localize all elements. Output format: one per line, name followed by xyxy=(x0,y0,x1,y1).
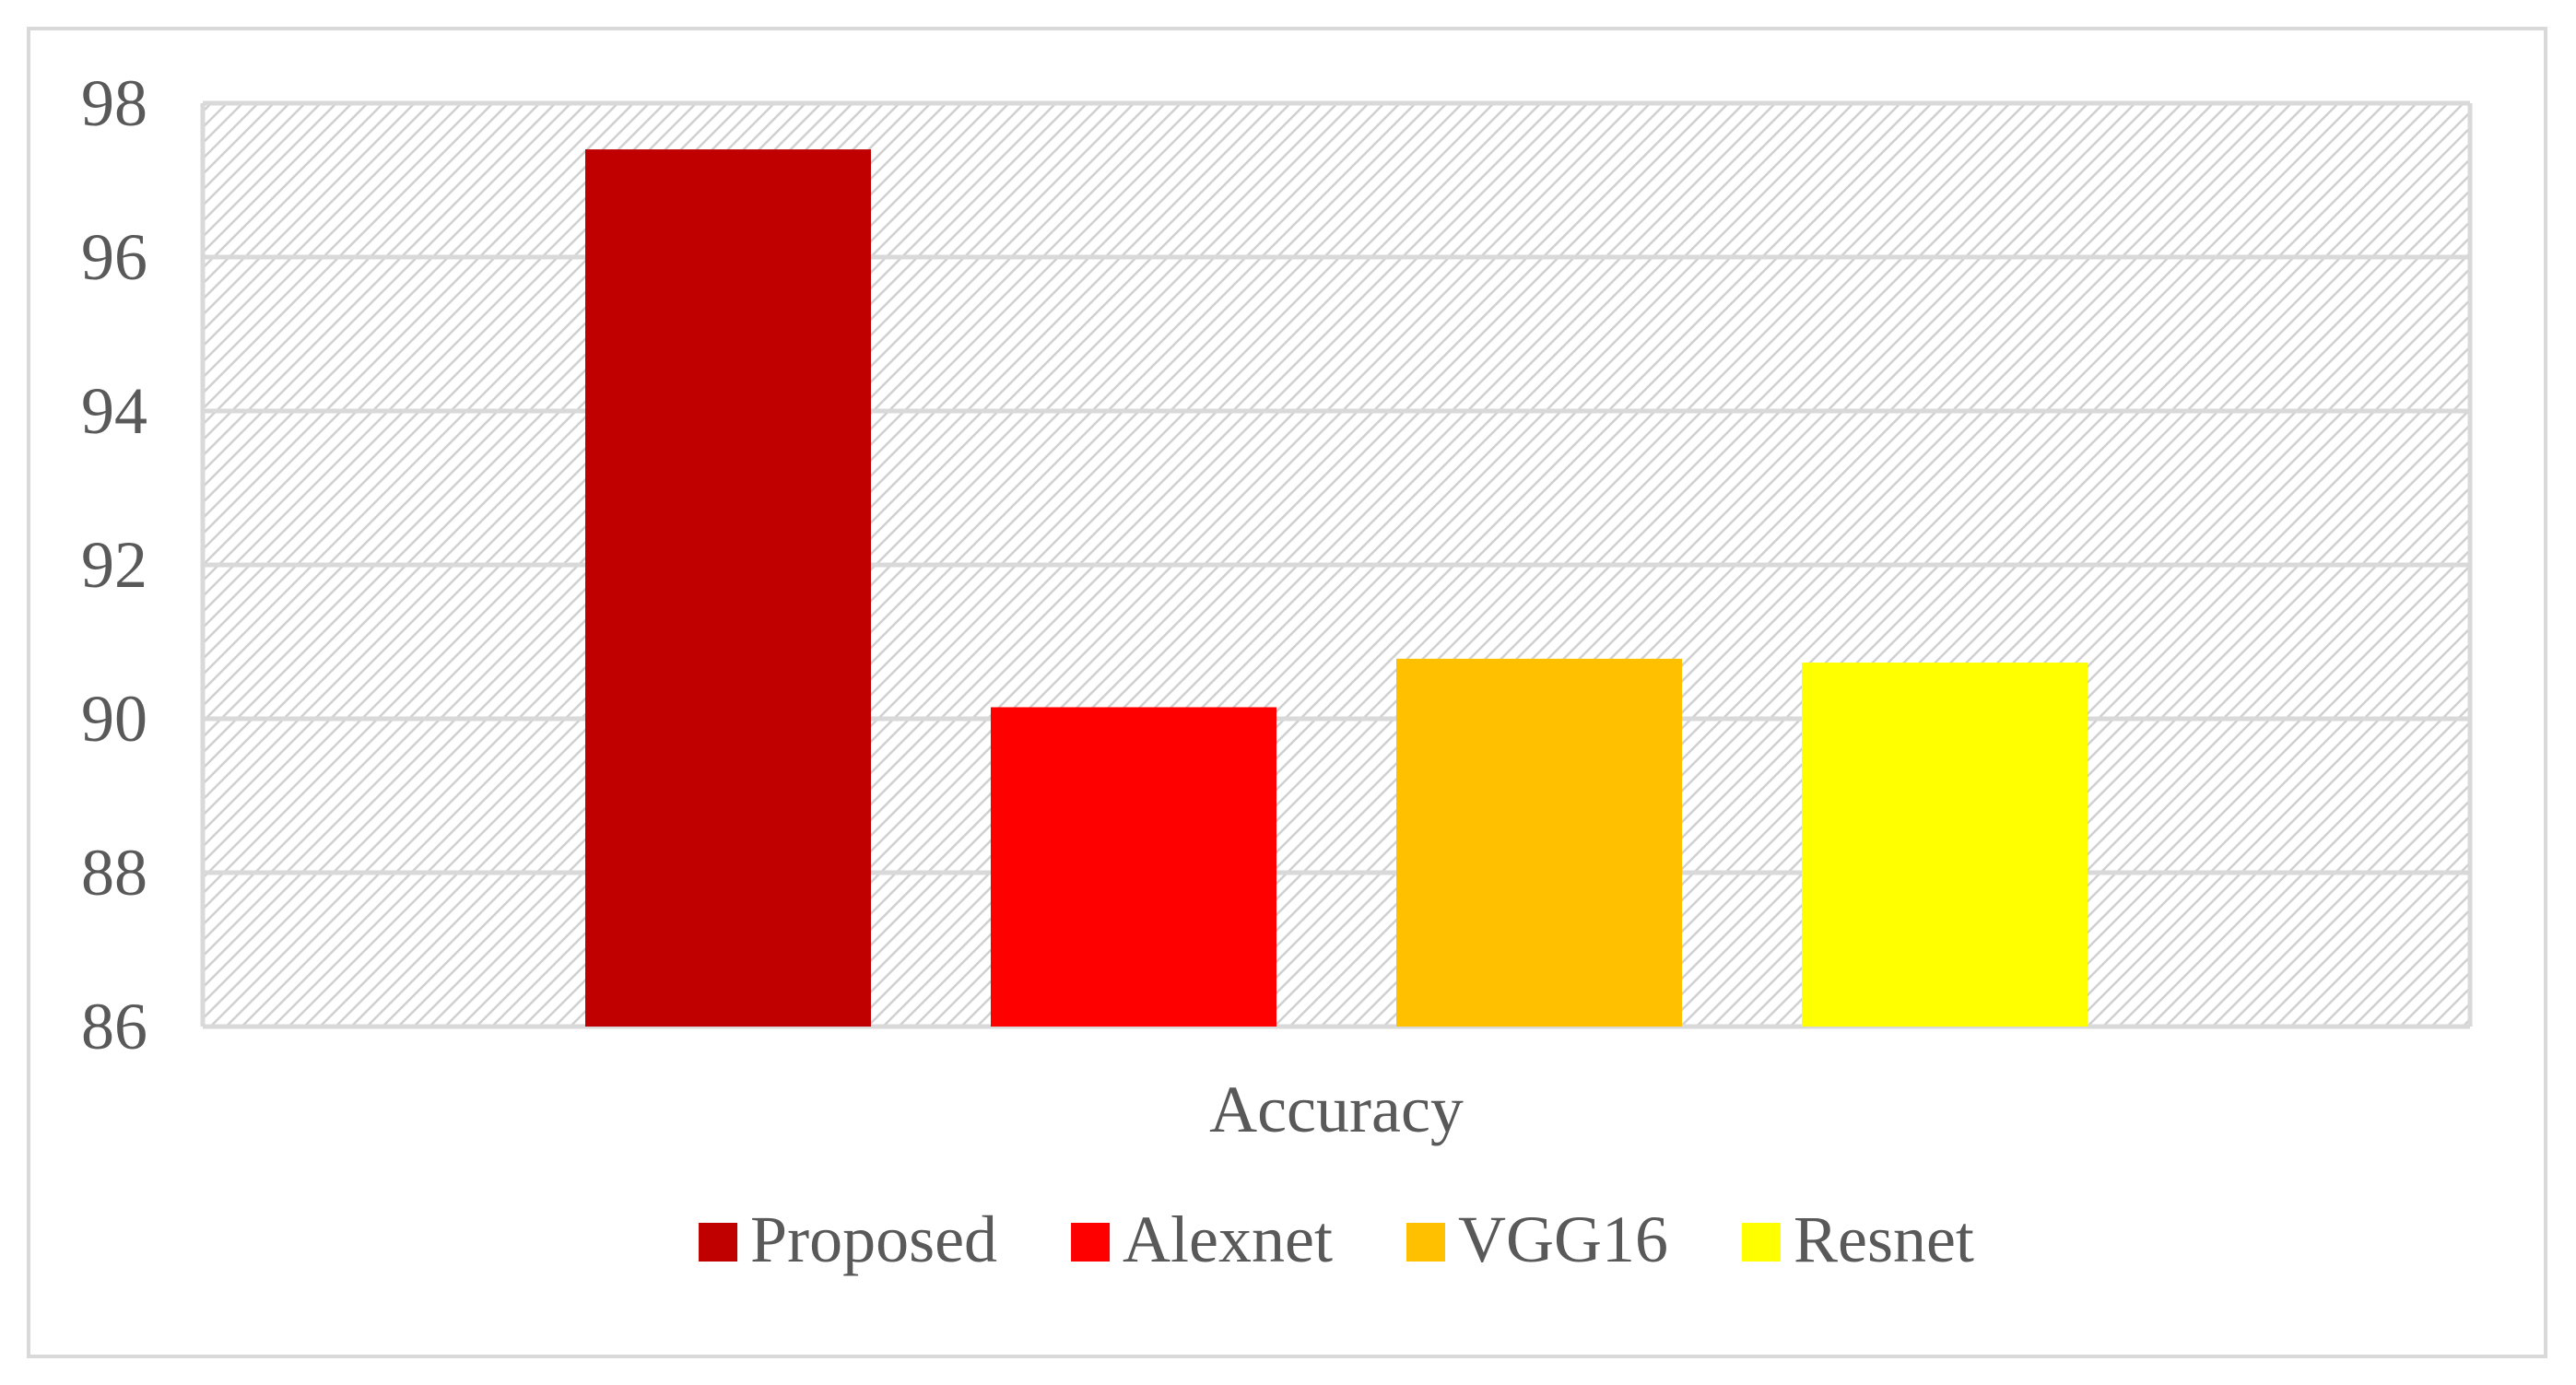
bar-alexnet xyxy=(991,707,1276,1027)
x-axis: Accuracy xyxy=(1209,1073,1464,1146)
y-tick-label: 86 xyxy=(81,990,147,1063)
legend-label: Resnet xyxy=(1794,1203,1974,1276)
bars xyxy=(585,149,2088,1027)
legend-swatch xyxy=(1741,1223,1781,1262)
legend-item-proposed: Proposed xyxy=(699,1203,997,1276)
y-tick-label: 92 xyxy=(81,528,147,602)
x-category-label: Accuracy xyxy=(1209,1073,1464,1146)
y-tick-label: 88 xyxy=(81,836,147,910)
legend-item-resnet: Resnet xyxy=(1741,1203,1974,1276)
y-axis: 86 88 90 92 94 96 98 xyxy=(81,66,147,1063)
y-tick-label: 90 xyxy=(81,682,147,756)
bar-resnet xyxy=(1802,663,2088,1027)
legend-item-alexnet: Alexnet xyxy=(1071,1203,1333,1276)
legend-label: Alexnet xyxy=(1123,1203,1333,1276)
bar-vgg16 xyxy=(1396,658,1682,1027)
y-tick-label: 94 xyxy=(81,374,147,448)
legend-label: VGG16 xyxy=(1458,1203,1668,1276)
bar-proposed xyxy=(585,149,871,1027)
gridlines xyxy=(200,100,2473,1029)
legend-swatch xyxy=(1071,1223,1111,1262)
y-tick-label: 96 xyxy=(81,220,147,294)
legend-item-vgg16: VGG16 xyxy=(1406,1203,1668,1276)
legend-label: Proposed xyxy=(750,1203,997,1276)
y-tick-label: 98 xyxy=(81,66,147,140)
legend-swatch xyxy=(1406,1223,1445,1262)
legend: Proposed Alexnet VGG16 Resnet xyxy=(699,1203,1974,1276)
legend-swatch xyxy=(699,1223,738,1262)
